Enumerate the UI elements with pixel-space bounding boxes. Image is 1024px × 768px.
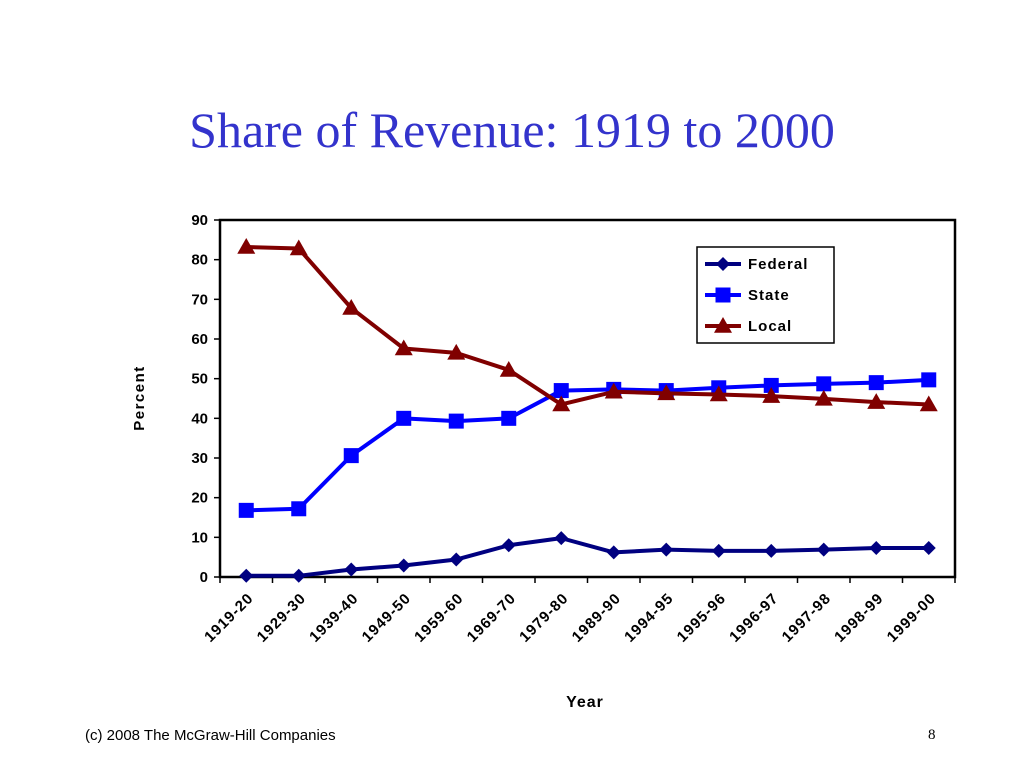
state-point: [816, 376, 832, 392]
legend-marker-state: [715, 287, 731, 303]
y-tick-label: 0: [200, 569, 208, 586]
federal-point: [344, 562, 359, 577]
footer-copyright: (c) 2008 The McGraw-Hill Companies: [85, 727, 336, 744]
slide-title: Share of Revenue: 1919 to 2000: [189, 102, 835, 158]
y-tick-label: 10: [191, 529, 208, 546]
federal-point: [659, 542, 674, 557]
legend-label-state: State: [748, 287, 790, 304]
local-point: [867, 393, 886, 409]
local-point: [919, 395, 938, 412]
local-point: [762, 387, 781, 403]
federal-point: [291, 568, 306, 583]
x-tick-label: 1995-96: [674, 590, 730, 646]
local-point: [237, 237, 256, 254]
federal-point: [869, 541, 884, 556]
federal-point: [606, 545, 621, 560]
federal-point: [449, 552, 464, 567]
federal-point: [501, 538, 516, 553]
x-tick-label: 1989-90: [569, 590, 625, 646]
legend-label-local: Local: [748, 318, 792, 335]
state-point: [238, 502, 254, 518]
federal-point: [239, 568, 254, 583]
x-tick-label: 1998-99: [831, 590, 887, 646]
federal-point: [764, 543, 779, 558]
state-point: [553, 383, 569, 399]
legend-label-federal: Federal: [748, 256, 808, 273]
local-point: [447, 343, 466, 360]
y-axis-label: Percent: [131, 365, 148, 431]
series-federal: [239, 531, 936, 583]
legend-item-state: State: [705, 287, 790, 304]
x-tick-label: 1959-60: [411, 590, 467, 646]
local-point: [709, 385, 728, 402]
y-tick-label: 40: [191, 410, 208, 427]
y-tick-label: 30: [191, 450, 208, 467]
x-tick-label: 1969-70: [464, 590, 520, 646]
state-point: [501, 410, 517, 426]
federal-point: [554, 531, 569, 546]
federal-point: [921, 541, 936, 556]
local-point: [552, 395, 571, 412]
state-point: [343, 448, 359, 464]
legend: Federal State Local: [696, 246, 835, 344]
state-point: [868, 375, 884, 391]
local-point: [657, 384, 676, 401]
local-point: [604, 382, 623, 399]
state-point: [448, 413, 464, 429]
federal-point: [396, 558, 411, 573]
federal-point: [711, 543, 726, 558]
x-tick-label: 1939-40: [306, 590, 362, 646]
series-local: [237, 237, 938, 412]
series-state: [238, 372, 937, 518]
y-tick-label: 90: [191, 212, 208, 229]
y-tick-label: 70: [191, 291, 208, 308]
series-layer: [237, 237, 938, 583]
x-tick-label: 1996-97: [726, 590, 782, 646]
x-tick-label: 1979-80: [516, 590, 572, 646]
legend-marker-local: [714, 317, 732, 333]
y-tick-label: 60: [191, 331, 208, 348]
federal-point: [816, 542, 831, 557]
x-axis-ticks: 1919-201929-301939-401949-501959-601969-…: [201, 577, 956, 646]
y-tick-label: 20: [191, 490, 208, 507]
local-point: [342, 299, 361, 315]
state-point: [291, 501, 307, 517]
federal-line: [246, 536, 929, 578]
state-line: [246, 377, 929, 513]
page-number: 8: [928, 727, 936, 743]
local-point: [814, 389, 833, 406]
x-tick-label: 1999-00: [884, 590, 940, 646]
y-tick-label: 50: [191, 371, 208, 388]
x-tick-label: 1929-30: [254, 590, 310, 646]
local-point: [289, 239, 308, 256]
state-point: [396, 410, 412, 426]
legend-item-federal: Federal: [705, 256, 808, 273]
y-axis-ticks: 0 10 20 30 40 50 60 70 80 90: [191, 212, 220, 586]
x-axis-label: Year: [566, 694, 604, 711]
x-tick-label: 1997-98: [779, 590, 835, 646]
state-point: [763, 377, 779, 393]
plot-area-frame: [218, 218, 957, 579]
local-point: [394, 339, 413, 356]
y-tick-label: 80: [191, 252, 208, 269]
state-point: [921, 372, 937, 388]
legend-marker-federal: [716, 257, 730, 271]
x-tick-label: 1994-95: [621, 590, 677, 646]
local-point: [499, 360, 518, 377]
legend-item-local: Local: [705, 317, 792, 335]
x-tick-label: 1919-20: [201, 590, 257, 646]
x-tick-label: 1949-50: [359, 590, 415, 646]
